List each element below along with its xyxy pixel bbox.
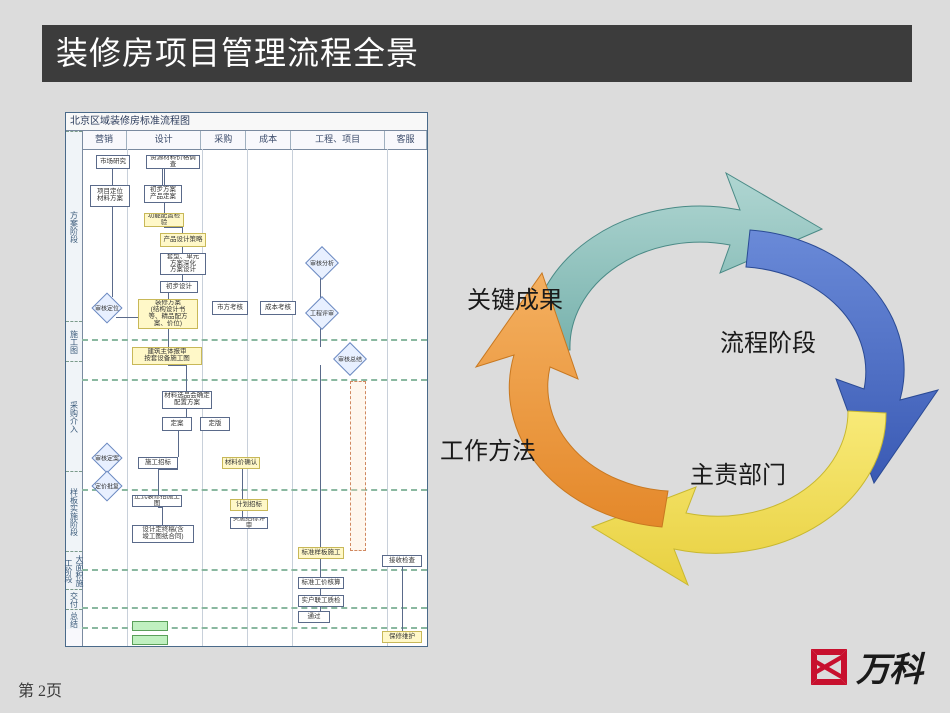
flowchart-box: 实施招标评审 (230, 517, 268, 529)
flowchart-connector (162, 507, 163, 525)
flowchart-box: 保修维护 (382, 631, 422, 643)
page-number: 第 2页 (18, 677, 62, 701)
flowchart-box: 定版 (200, 417, 230, 431)
flowchart-column-header: 成本 (246, 131, 291, 149)
flowchart-column-header: 工程、项目 (291, 131, 385, 149)
flowchart-connector (168, 365, 186, 366)
flowchart-swimlane: 施工图 (66, 321, 82, 361)
flowchart-decision: 审核总结 (333, 342, 367, 376)
flowchart-box: 初步设计 (160, 281, 198, 293)
flowchart-row-divider (82, 607, 427, 609)
flowchart-col-divider (247, 149, 248, 646)
flowchart-box (132, 635, 168, 645)
vanke-logo: 万科 (808, 642, 922, 691)
flowchart-thumbnail: 北京区域装修房标准流程图 营销设计采购成本工程、项目客服 方案阶段施工图采购介入… (65, 112, 428, 647)
flowchart-box: 产品设计策略 (160, 233, 206, 247)
flowchart-connector (242, 469, 243, 499)
flowchart-connector (112, 207, 113, 297)
flowchart-body: 市场研究 资源材料价格调查项目定位 材料方案初步方案 产品定案功能配置检验产品设计… (82, 149, 427, 646)
flowchart-header: 北京区域装修房标准流程图 (66, 113, 427, 131)
flowchart-connector (320, 365, 321, 559)
flowchart-col-divider (292, 149, 293, 646)
flowchart-swimlane: 采购介入 (66, 361, 82, 471)
slide-title: 装修房项目管理流程全景 (42, 25, 912, 82)
cycle-svg (430, 175, 930, 575)
cycle-diagram: 关键成果 流程阶段 主责部门 工作方法 (430, 175, 930, 575)
flowchart-swimlane: 交付 (66, 589, 82, 609)
flowchart-column-header: 设计 (127, 131, 201, 149)
flowchart-connector (112, 169, 113, 185)
flowchart-box: 项目定位 材料方案 (90, 185, 130, 207)
flowchart-box: 功能配置检验 (144, 213, 184, 227)
flowchart-connector (162, 169, 163, 185)
flowchart-col-divider (387, 149, 388, 646)
flowchart-swimlane-labels: 方案阶段施工图采购介入样板实施阶段大面积施工阶段交付总结 (66, 131, 83, 646)
flowchart-decision: 审核定位 (91, 292, 122, 323)
flowchart-box: 材料价确认 (222, 457, 260, 469)
flowchart-box: 正式装修招施工图 (132, 495, 182, 507)
flowchart-connector (320, 559, 321, 577)
flowchart-swimlane: 样板实施阶段 (66, 471, 82, 551)
flowchart-columns: 营销设计采购成本工程、项目客服 (82, 131, 427, 150)
flowchart-connector (158, 469, 159, 495)
flowchart-column-header: 采购 (201, 131, 246, 149)
flowchart-swimlane: 大面积施工阶段 (66, 551, 82, 589)
flowchart-connector (116, 317, 138, 318)
flowchart-row-divider (82, 379, 427, 381)
flowchart-box: 套型、单元 方案深化 方案设计 (160, 253, 206, 275)
flowchart-box: 施工招标 (138, 457, 178, 469)
flowchart-decision: 定价批复 (91, 470, 122, 501)
flowchart-connector (158, 469, 178, 470)
flowchart-connector (178, 431, 179, 457)
flowchart-box: 资源材料价格调查 (146, 155, 200, 169)
flowchart-decision: 工程评审 (305, 296, 339, 330)
flowchart-connector (186, 365, 187, 391)
flowchart-row-divider (82, 339, 427, 341)
flowchart-box: 市方考核 (212, 301, 248, 315)
flowchart-box: 计划招标 (230, 499, 268, 511)
flowchart-box: 装修方案 (结构设计书 等、精品配方 案、价位) (138, 299, 198, 329)
flowchart-box: 设计定终稿(含 竣工图纸合同) (132, 525, 194, 543)
flowchart-box: 成本考核 (260, 301, 296, 315)
cycle-label-orange: 工作方法 (440, 431, 536, 466)
flowchart-box: 建筑主体报审 按套设备施工图 (132, 347, 202, 365)
flowchart-swimlane: 总结 (66, 609, 82, 629)
flowchart-decision: 审核定案 (91, 442, 122, 473)
flowchart-col-divider (127, 149, 128, 646)
flowchart-column-header: 营销 (82, 131, 127, 149)
flowchart-box: 标准工价核算 (298, 577, 344, 589)
flowchart-box (132, 621, 168, 631)
cycle-label-yellow: 主责部门 (690, 455, 786, 490)
flowchart-box: 初步方案 产品定案 (144, 185, 182, 203)
flowchart-box: 材料选品会确定 配置方案 (162, 391, 212, 409)
flowchart-box: 接收检查 (382, 555, 422, 567)
flowchart-decision: 审核分析 (305, 246, 339, 280)
flowchart-connector (402, 559, 403, 631)
vanke-logo-text: 万科 (856, 642, 922, 691)
cycle-label-teal: 关键成果 (467, 280, 563, 315)
flowchart-box: 定案 (162, 417, 192, 431)
flowchart-swimlane: 方案阶段 (66, 131, 82, 321)
flowchart-box: 通过 (298, 611, 330, 623)
flowchart-column-header: 客服 (385, 131, 427, 149)
flowchart-connector (164, 227, 182, 228)
flowchart-connector (168, 329, 169, 347)
flowchart-row-divider (82, 489, 427, 491)
flowchart-box: 标准样板施工 (298, 547, 344, 559)
flowchart-box: 市场研究 (96, 155, 130, 169)
flowchart-dashed-region (350, 381, 366, 551)
flowchart-row-divider (82, 569, 427, 571)
cycle-label-blue: 流程阶段 (720, 323, 816, 358)
flowchart-connector (186, 409, 187, 417)
flowchart-box: 实户联工质检 (298, 595, 344, 607)
vanke-logo-icon (808, 646, 850, 688)
